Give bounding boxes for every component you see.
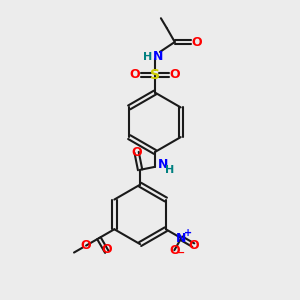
Text: H: H — [143, 52, 153, 62]
Text: N: N — [153, 50, 163, 63]
Text: O: O — [169, 68, 180, 81]
Text: −: − — [176, 248, 185, 258]
Text: S: S — [150, 68, 160, 82]
Text: O: O — [188, 238, 199, 252]
Text: H: H — [165, 165, 174, 175]
Text: O: O — [81, 239, 92, 252]
Text: O: O — [101, 243, 112, 256]
Text: O: O — [169, 244, 180, 257]
Text: N: N — [176, 232, 187, 245]
Text: +: + — [184, 228, 192, 238]
Text: O: O — [191, 35, 202, 49]
Text: O: O — [130, 68, 140, 81]
Text: N: N — [158, 158, 168, 171]
Text: O: O — [131, 146, 142, 159]
